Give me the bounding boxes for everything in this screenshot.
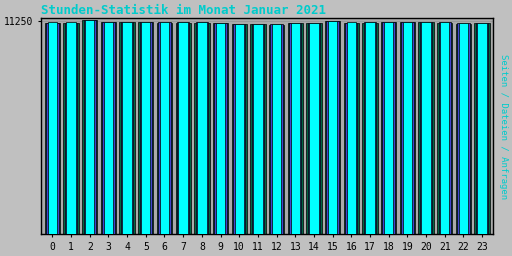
Bar xyxy=(401,22,414,234)
Bar xyxy=(45,23,60,234)
Bar xyxy=(138,22,154,234)
Bar xyxy=(362,23,378,234)
Bar xyxy=(252,24,264,234)
Bar xyxy=(476,23,488,234)
Bar xyxy=(420,22,432,234)
Bar xyxy=(269,25,284,234)
Bar xyxy=(384,22,393,234)
Bar xyxy=(345,23,357,234)
Bar xyxy=(234,24,244,234)
Bar xyxy=(288,23,303,234)
Bar xyxy=(158,22,170,234)
Bar xyxy=(457,23,470,234)
Bar xyxy=(197,22,206,234)
Bar xyxy=(382,22,395,234)
Bar xyxy=(270,24,283,234)
Bar xyxy=(63,23,79,234)
Bar xyxy=(439,23,451,234)
Bar xyxy=(400,22,415,234)
Bar xyxy=(67,23,76,234)
Bar xyxy=(344,23,359,234)
Bar xyxy=(160,22,169,234)
Bar xyxy=(140,22,152,234)
Bar xyxy=(365,22,375,234)
Bar xyxy=(381,22,396,234)
Bar xyxy=(233,24,245,234)
Bar xyxy=(65,23,77,234)
Bar xyxy=(196,23,208,234)
Bar xyxy=(250,24,266,234)
Bar xyxy=(328,21,337,234)
Bar xyxy=(291,23,300,234)
Bar xyxy=(176,23,191,234)
Bar xyxy=(102,22,115,234)
Bar xyxy=(402,22,412,234)
Bar xyxy=(121,22,133,234)
Bar xyxy=(48,23,57,234)
Bar xyxy=(475,23,490,234)
Bar xyxy=(456,24,471,234)
Bar xyxy=(272,24,281,234)
Bar xyxy=(216,23,225,234)
Bar xyxy=(477,23,487,234)
Bar xyxy=(347,23,356,234)
Bar xyxy=(289,23,302,234)
Bar xyxy=(309,23,318,234)
Bar xyxy=(215,23,227,234)
Bar xyxy=(85,19,94,234)
Bar xyxy=(46,23,58,234)
Bar xyxy=(122,22,132,234)
Bar xyxy=(437,23,453,234)
Bar xyxy=(141,22,151,234)
Bar xyxy=(82,20,97,234)
Bar xyxy=(101,22,116,234)
Text: Stunden-Statistik im Monat Januar 2021: Stunden-Statistik im Monat Januar 2021 xyxy=(41,4,326,17)
Bar xyxy=(440,22,450,234)
Bar xyxy=(119,22,135,234)
Bar xyxy=(179,22,188,234)
Bar xyxy=(253,24,263,234)
Bar xyxy=(327,21,339,234)
Bar xyxy=(364,23,376,234)
Bar xyxy=(325,22,340,234)
Bar xyxy=(418,22,434,234)
Bar xyxy=(213,24,228,234)
Bar xyxy=(104,22,113,234)
Bar xyxy=(231,24,247,234)
Bar xyxy=(308,23,320,234)
Bar xyxy=(83,20,96,234)
Bar xyxy=(157,23,172,234)
Bar xyxy=(177,22,189,234)
Bar xyxy=(306,23,322,234)
Bar xyxy=(194,23,209,234)
Y-axis label: Seiten / Dateien / Anfragen: Seiten / Dateien / Anfragen xyxy=(499,54,508,199)
Bar xyxy=(421,22,431,234)
Bar xyxy=(459,23,468,234)
